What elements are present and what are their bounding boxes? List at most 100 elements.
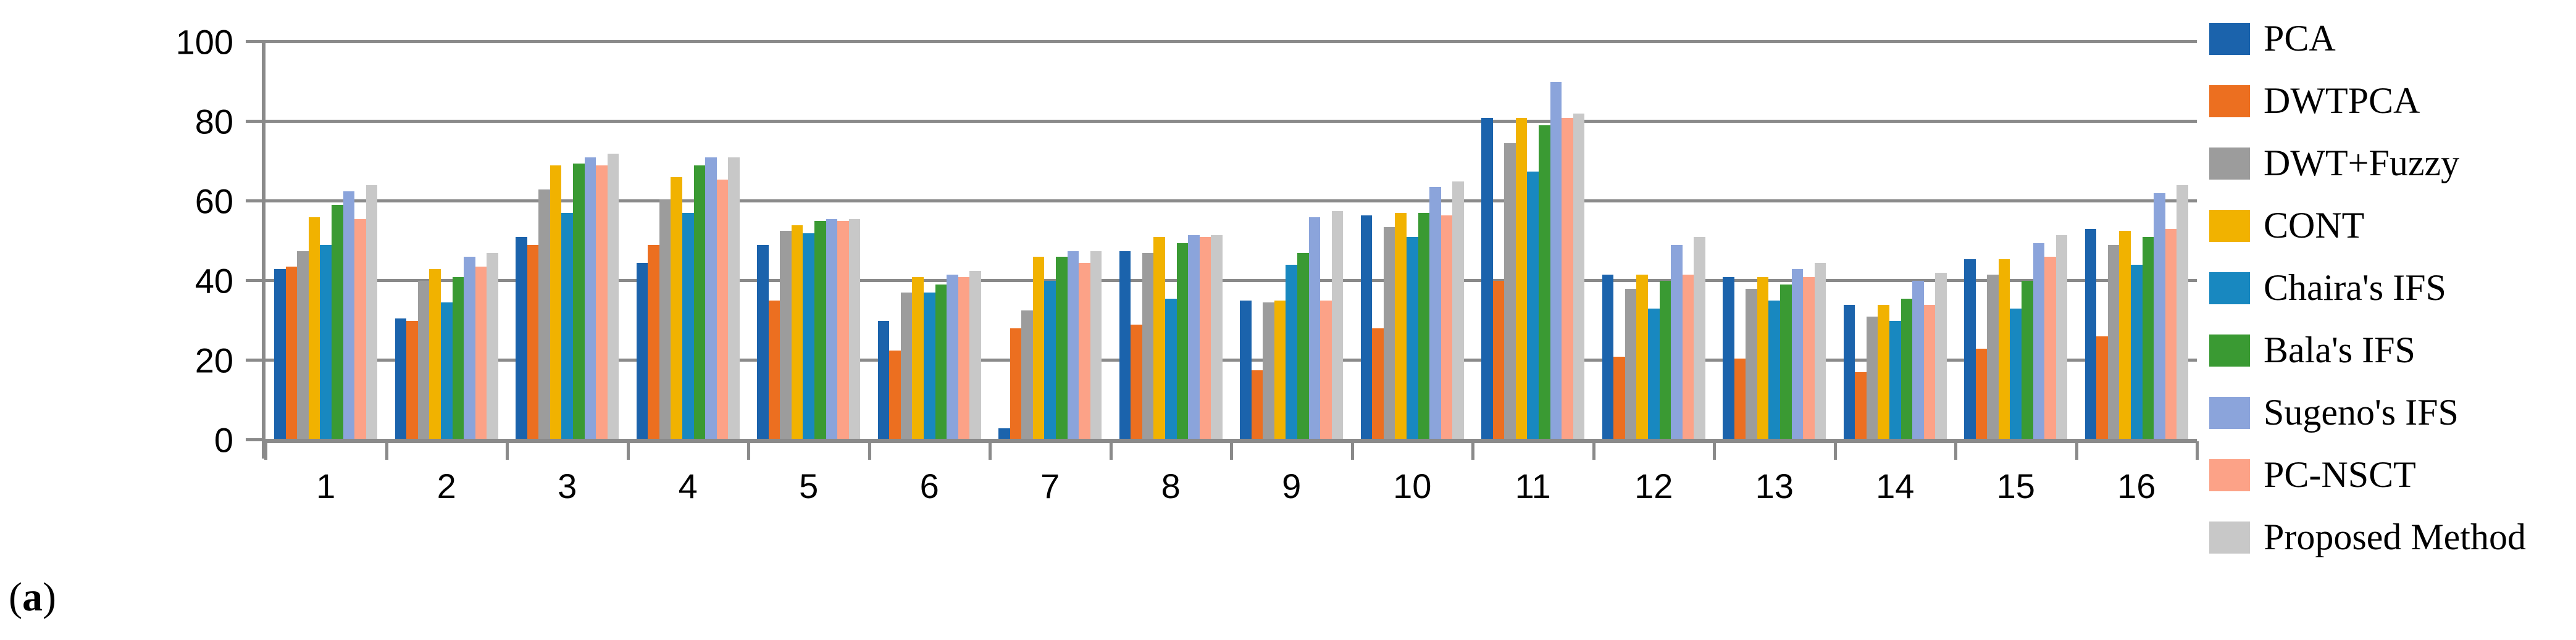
bar-pca-x7 bbox=[998, 428, 1010, 440]
x-tick-mark-4 bbox=[747, 441, 750, 460]
y-tick-mark-100 bbox=[246, 40, 266, 43]
bar-group-14 bbox=[1835, 42, 1956, 440]
bar-chaira-s-ifs-x4 bbox=[682, 213, 694, 440]
bar-proposed-method-x5 bbox=[848, 219, 861, 440]
bar-bala-s-ifs-x4 bbox=[693, 165, 706, 440]
bar-proposed-method-x7 bbox=[1090, 251, 1102, 440]
bar-sugeno-s-ifs-x3 bbox=[584, 157, 596, 440]
bar-proposed-method-x15 bbox=[2055, 235, 2068, 440]
bar-cont-x1 bbox=[308, 217, 320, 440]
bar-dwt-fuzzy-x10 bbox=[1383, 226, 1395, 440]
bar-dwtpca-x1 bbox=[285, 267, 298, 440]
legend-swatch-icon bbox=[2209, 147, 2250, 180]
y-tick-label-100: 100 bbox=[175, 22, 233, 62]
bar-group-8 bbox=[1111, 42, 1232, 440]
legend-item-dwtpca: DWTPCA bbox=[2209, 70, 2526, 132]
bar-proposed-method-x1 bbox=[366, 185, 378, 440]
legend-item-cont: CONT bbox=[2209, 194, 2526, 257]
bar-pc-nsct-x9 bbox=[1320, 301, 1332, 440]
legend-swatch-icon bbox=[2209, 272, 2250, 304]
bar-chaira-s-ifs-x8 bbox=[1165, 299, 1177, 440]
legend-label: Bala's IFS bbox=[2264, 330, 2415, 370]
bar-pc-nsct-x7 bbox=[1079, 262, 1090, 440]
bar-dwtpca-x9 bbox=[1251, 370, 1263, 440]
bar-pc-nsct-x3 bbox=[596, 165, 608, 440]
legend-label: PCA bbox=[2264, 18, 2336, 59]
x-tick-mark-16 bbox=[2196, 441, 2199, 460]
bar-proposed-method-x14 bbox=[1935, 273, 1947, 440]
bar-cont-x4 bbox=[671, 177, 682, 440]
bar-dwtpca-x16 bbox=[2096, 336, 2108, 440]
bar-sugeno-s-ifs-x4 bbox=[705, 157, 717, 440]
bar-group-11 bbox=[1473, 42, 1594, 440]
y-tick-mark-60 bbox=[246, 199, 266, 202]
bar-pca-x13 bbox=[1723, 276, 1734, 440]
bar-pc-nsct-x15 bbox=[2044, 257, 2056, 440]
bar-proposed-method-x4 bbox=[728, 157, 740, 440]
y-tick-label-80: 80 bbox=[194, 102, 233, 141]
legend-swatch-icon bbox=[2209, 85, 2250, 117]
bar-sugeno-s-ifs-x10 bbox=[1429, 187, 1441, 440]
bar-bala-s-ifs-x8 bbox=[1176, 243, 1189, 440]
gridline-60 bbox=[266, 199, 2197, 202]
y-tick-mark-0 bbox=[246, 438, 266, 441]
x-tick-label-6: 6 bbox=[919, 467, 939, 505]
bar-pca-x15 bbox=[1964, 259, 1976, 440]
bar-group-3 bbox=[507, 42, 628, 440]
bar-dwt-fuzzy-x2 bbox=[417, 281, 430, 440]
legend-swatch-icon bbox=[2209, 396, 2250, 429]
bar-dwt-fuzzy-x5 bbox=[780, 231, 792, 440]
bar-proposed-method-x2 bbox=[487, 252, 498, 440]
bar-pc-nsct-x5 bbox=[837, 221, 849, 440]
bar-group-1 bbox=[266, 42, 387, 440]
x-axis-labels: 1 2 3 4 5 6 7 8 9 10 11 12 13 14 15 16 bbox=[266, 466, 2197, 506]
bar-chaira-s-ifs-x10 bbox=[1406, 237, 1418, 440]
bar-dwt-fuzzy-x9 bbox=[1263, 302, 1274, 440]
bar-group-7 bbox=[990, 42, 1111, 440]
bar-bala-s-ifs-x12 bbox=[1659, 281, 1671, 440]
bar-chaira-s-ifs-x5 bbox=[803, 233, 815, 440]
bar-cont-x7 bbox=[1032, 257, 1045, 440]
bar-dwt-fuzzy-x3 bbox=[538, 189, 550, 440]
bar-bala-s-ifs-x6 bbox=[935, 285, 947, 440]
bar-pc-nsct-x2 bbox=[475, 267, 487, 440]
x-tick-label-11: 11 bbox=[1515, 467, 1551, 505]
bar-group-6 bbox=[869, 42, 990, 440]
legend-item-proposed-method: Proposed Method bbox=[2209, 506, 2526, 568]
x-tick-label-15: 15 bbox=[1996, 467, 2035, 505]
bar-cont-x13 bbox=[1757, 276, 1769, 440]
bar-cont-x16 bbox=[2119, 231, 2131, 440]
bar-dwtpca-x4 bbox=[648, 244, 659, 440]
bar-dwtpca-x13 bbox=[1734, 358, 1746, 440]
gridline-80 bbox=[266, 120, 2197, 123]
bar-sugeno-s-ifs-x2 bbox=[464, 257, 475, 440]
bar-proposed-method-x11 bbox=[1573, 114, 1585, 440]
x-tick-mark-11 bbox=[1592, 441, 1595, 460]
x-tick-label-1: 1 bbox=[316, 467, 336, 505]
legend-item-bala-s-ifs: Bala's IFS bbox=[2209, 319, 2526, 381]
bar-bala-s-ifs-x3 bbox=[573, 163, 585, 440]
bar-bala-s-ifs-x1 bbox=[332, 205, 343, 440]
bar-pca-x1 bbox=[274, 268, 286, 440]
bar-dwtpca-x11 bbox=[1492, 281, 1505, 440]
bar-chaira-s-ifs-x11 bbox=[1527, 171, 1539, 440]
legend-item-pc-nsct: PC-NSCT bbox=[2209, 444, 2526, 506]
bar-pc-nsct-x14 bbox=[1923, 304, 1936, 440]
bar-chaira-s-ifs-x16 bbox=[2130, 265, 2143, 440]
x-tick-label-9: 9 bbox=[1282, 467, 1302, 505]
bar-dwtpca-x3 bbox=[527, 244, 539, 440]
gridline-40 bbox=[266, 279, 2197, 282]
bar-pca-x16 bbox=[2085, 229, 2097, 440]
bar-sugeno-s-ifs-x12 bbox=[1671, 244, 1683, 440]
x-axis-line bbox=[262, 439, 2197, 443]
bar-pc-nsct-x16 bbox=[2165, 229, 2177, 440]
x-tick-mark-1 bbox=[385, 441, 388, 460]
caption-letter: a bbox=[22, 575, 43, 620]
bar-dwtpca-x2 bbox=[406, 320, 418, 440]
x-tick-mark-5 bbox=[868, 441, 871, 460]
caption-open-paren: ( bbox=[9, 575, 22, 620]
bar-dwt-fuzzy-x8 bbox=[1142, 252, 1154, 440]
legend-label: Sugeno's IFS bbox=[2264, 392, 2459, 433]
bar-group-13 bbox=[1714, 42, 1835, 440]
